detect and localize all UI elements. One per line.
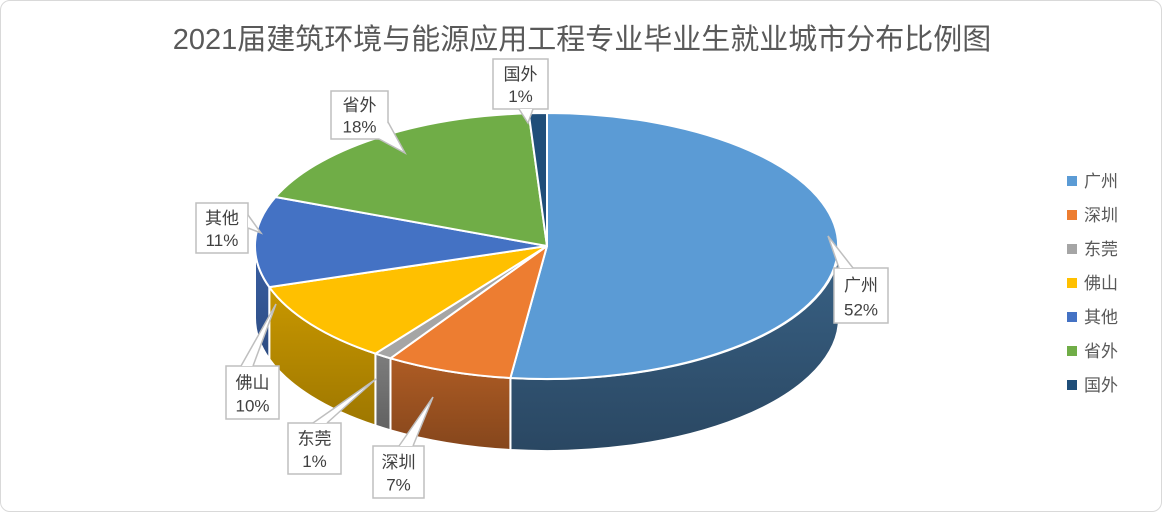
callout-pointer (398, 396, 434, 447)
callout-pointer (240, 303, 277, 367)
legend-item-其他: 其他 (1067, 308, 1118, 327)
callout-pointer (312, 378, 377, 424)
legend-label: 国外 (1084, 376, 1118, 395)
callout-category-label: 其他 (205, 209, 239, 228)
callout-category-label: 省外 (343, 96, 377, 115)
callout-value-label: 11% (206, 231, 239, 250)
legend-label: 省外 (1084, 342, 1118, 361)
legend-label: 东莞 (1084, 240, 1118, 259)
callout-box (287, 422, 342, 475)
callout-box (833, 267, 889, 324)
legend-swatch (1067, 210, 1077, 220)
callout-value-label: 10% (235, 397, 269, 416)
legend-swatch (1067, 346, 1077, 356)
legend-label: 广州 (1084, 172, 1118, 191)
callout-category-label: 国外 (504, 65, 538, 84)
callout-box (330, 90, 389, 140)
callout-其他: 其他 11% (195, 202, 264, 254)
callout-东莞: 东莞 1% (287, 378, 377, 475)
callout-box (492, 58, 549, 110)
legend-swatch (1067, 244, 1077, 254)
legend-label: 其他 (1084, 308, 1118, 327)
callout-value-label: 1% (508, 87, 533, 106)
legend-item-佛山: 佛山 (1067, 274, 1118, 293)
callout-省外: 省外 18% (330, 90, 407, 155)
callout-pointer (827, 235, 854, 269)
callout-pointer (378, 121, 407, 155)
callout-box (372, 445, 425, 499)
pie-slice-3 (268, 245, 548, 355)
pie-top-faces (253, 112, 840, 380)
legend-swatch (1067, 380, 1077, 390)
legend-item-深圳: 深圳 (1067, 206, 1118, 225)
callout-box (225, 365, 280, 420)
callout-value-label: 7% (386, 476, 411, 495)
legend-swatch (1067, 176, 1077, 186)
callout-pointer (518, 108, 534, 125)
callout-category-label: 深圳 (382, 453, 416, 472)
callout-category-label: 佛山 (236, 373, 270, 392)
pie-slice-4 (253, 196, 548, 289)
callout-value-label: 1% (302, 452, 327, 471)
callout-佛山: 佛山 10% (225, 303, 280, 420)
callout-pointer (247, 214, 264, 235)
callout-value-label: 18% (342, 117, 376, 136)
legend-label: 深圳 (1084, 206, 1118, 225)
data-label-callouts: 广州 52% 深圳 7% 东莞 1% 佛山 10% 其他 11% 省外 18% 国外 1% (195, 58, 889, 499)
callout-国外: 国外 1% (492, 58, 549, 125)
legend-item-国外: 国外 (1067, 376, 1118, 395)
legend-item-省外: 省外 (1067, 342, 1118, 361)
legend-item-广州: 广州 (1067, 172, 1118, 191)
pie-slice-side-2 (374, 352, 392, 432)
callout-深圳: 深圳 7% (372, 396, 434, 499)
pie-slice-1 (389, 245, 548, 379)
chart-title: 2021届建筑环境与能源应用工程专业毕业生就业城市分布比例图 (173, 23, 992, 56)
callout-category-label: 东莞 (298, 429, 332, 448)
legend-item-东莞: 东莞 (1067, 240, 1118, 259)
callout-value-label: 52% (844, 300, 878, 319)
callout-广州: 广州 52% (827, 235, 889, 324)
legend-swatch (1067, 312, 1077, 322)
legend-label: 佛山 (1084, 274, 1118, 293)
callout-category-label: 广州 (844, 276, 878, 295)
legend-swatch (1067, 278, 1077, 288)
